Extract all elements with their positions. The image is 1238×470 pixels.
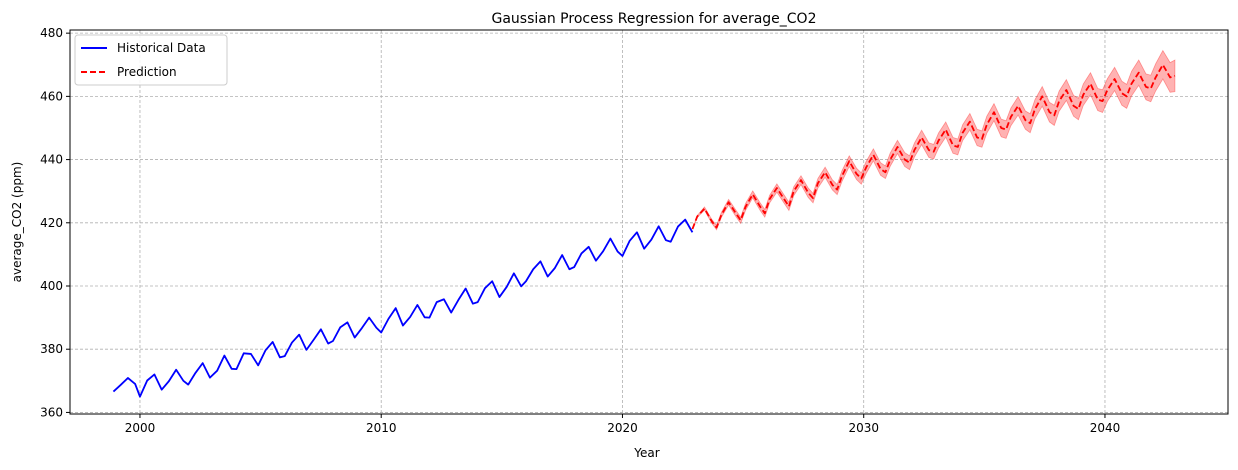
prediction-confidence-band bbox=[692, 49, 1176, 231]
legend-label-historical: Historical Data bbox=[117, 41, 206, 55]
x-tick-label: 2020 bbox=[607, 421, 638, 435]
x-tick-label: 2000 bbox=[125, 421, 156, 435]
y-tick-label: 460 bbox=[40, 89, 63, 103]
series-lines bbox=[112, 63, 1176, 398]
chart-title: Gaussian Process Regression for average_… bbox=[492, 11, 817, 27]
x-tick-label: 2030 bbox=[848, 421, 879, 435]
x-axis-title: Year bbox=[633, 446, 659, 460]
y-tick-label: 380 bbox=[40, 342, 63, 356]
y-tick-label: 420 bbox=[40, 216, 63, 230]
legend-box bbox=[74, 34, 228, 86]
y-axis-title: average_CO2 (ppm) bbox=[10, 162, 24, 283]
legend: Historical Data Prediction bbox=[74, 34, 228, 86]
y-tick-label: 480 bbox=[40, 26, 63, 40]
prediction-line bbox=[691, 63, 1176, 230]
x-tick-label: 2040 bbox=[1090, 421, 1121, 435]
historical-data-line bbox=[112, 218, 694, 398]
legend-label-prediction: Prediction bbox=[117, 65, 177, 79]
y-tick-label: 400 bbox=[40, 279, 63, 293]
y-tick-label: 440 bbox=[40, 153, 63, 167]
x-axis: 2000 2010 2020 2030 2040 bbox=[125, 414, 1121, 435]
plot-frame bbox=[69, 29, 1229, 415]
x-tick-label: 2010 bbox=[366, 421, 397, 435]
grid bbox=[70, 30, 1228, 414]
y-tick-label: 360 bbox=[40, 405, 63, 419]
y-axis: 360 380 400 420 440 460 480 bbox=[40, 26, 70, 419]
confidence-band-group bbox=[692, 49, 1176, 231]
